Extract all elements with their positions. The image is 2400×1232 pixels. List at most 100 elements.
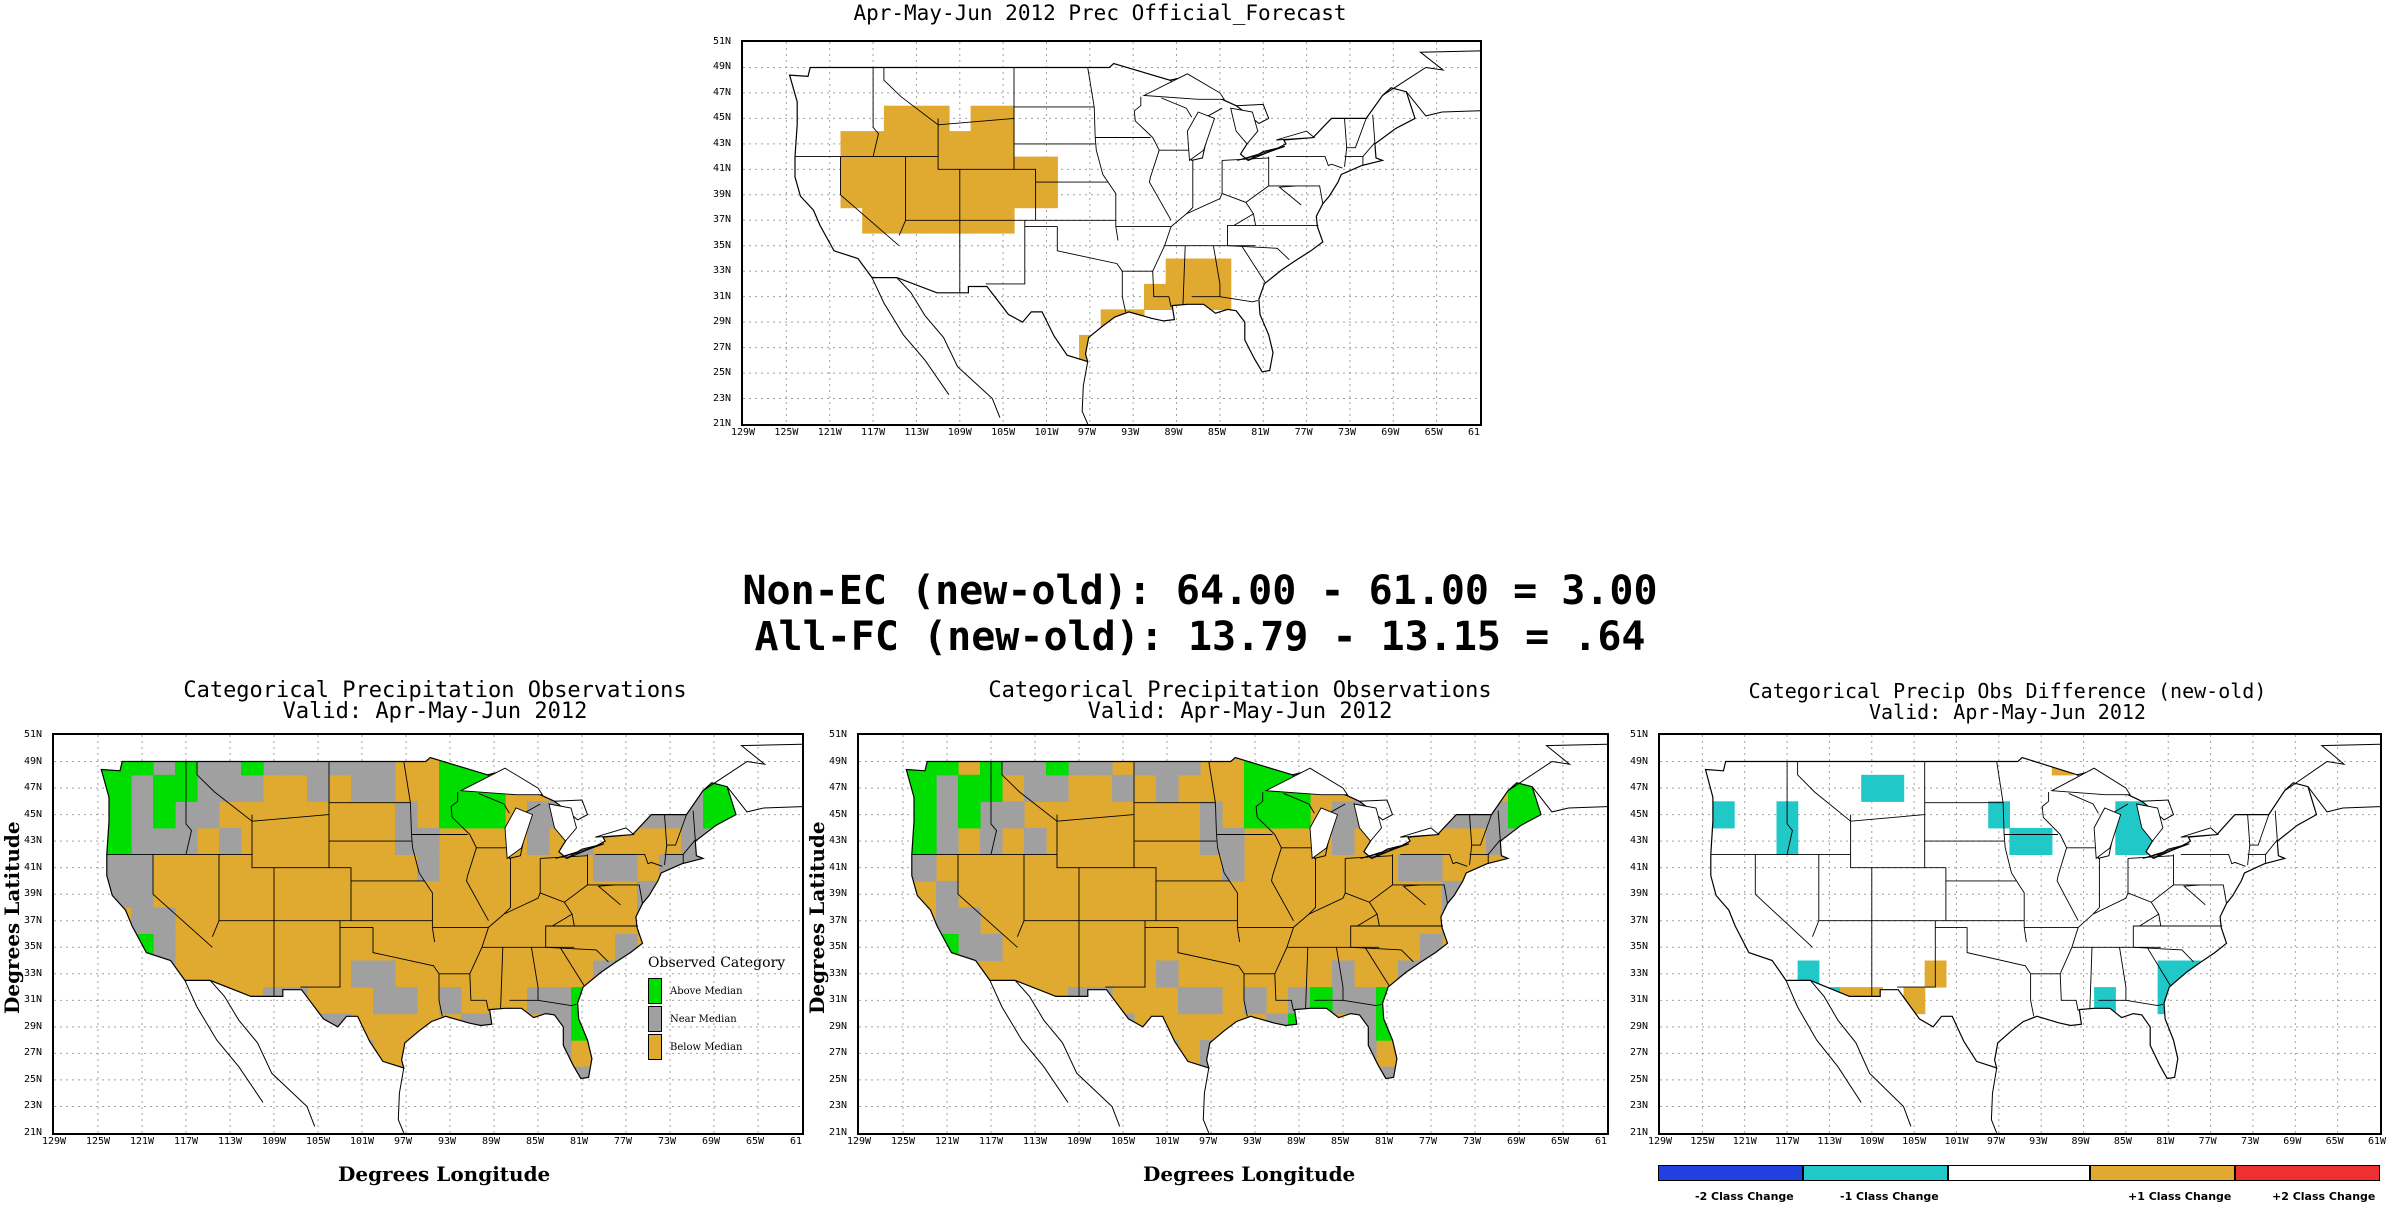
state-boundary: [2024, 926, 2079, 975]
state-boundary: [537, 999, 577, 1007]
state-boundary: [2059, 973, 2079, 1011]
obs-below-cell: [1046, 880, 1069, 908]
obs-middle-frame: [857, 733, 1609, 1135]
great-lake: [1237, 145, 1286, 161]
diff-subtitle: Valid: Apr-May-Jun 2012: [1869, 700, 2146, 724]
obs-below-cell: [1376, 880, 1399, 908]
obs-above-cell: [153, 774, 176, 802]
forecast-below-cell: [948, 131, 972, 158]
obs-below-cell: [1442, 827, 1465, 855]
legend-swatch-near: [648, 1006, 662, 1032]
forecast-below-cell: [905, 105, 928, 132]
obs-below-cell: [1376, 960, 1399, 988]
state-boundary: [872, 67, 879, 157]
obs-below-cell: [439, 907, 462, 935]
obs-below-cell: [1002, 880, 1025, 908]
colorbar-label-minus1: -1 Class Change: [1840, 1190, 1939, 1203]
obs-below-cell: [153, 880, 176, 908]
obs-below-cell: [958, 880, 981, 908]
obs-below-cell: [1266, 960, 1289, 988]
state-boundary: [328, 761, 352, 921]
obs-near-cell: [1354, 987, 1377, 1015]
obs-above-cell: [439, 774, 462, 802]
forecast-below-cell: [862, 182, 885, 209]
state-boundary: [1372, 114, 1376, 143]
lon-tick-label: 97W: [1077, 427, 1096, 438]
obs-below-cell: [593, 880, 616, 908]
forecast-below-cell: [992, 105, 1015, 132]
lon-tick-label: 113W: [1817, 1136, 1842, 1147]
obs-above-cell: [958, 801, 981, 829]
state-boundary: [1191, 245, 1221, 298]
diff-minus1-cell: [2030, 827, 2053, 855]
obs-below-cell: [1310, 907, 1333, 935]
obs-below-cell: [285, 880, 308, 908]
obs-below-cell: [1178, 854, 1201, 882]
obs-below-cell: [483, 880, 506, 908]
lon-tick-label: 73W: [1337, 427, 1356, 438]
lat-tick-label: 47N: [24, 782, 43, 794]
obs-below-cell: [958, 854, 981, 882]
obs-below-cell: [936, 854, 959, 882]
state-boundary: [1797, 761, 1925, 822]
lon-tick-label: 69W: [1507, 1136, 1526, 1147]
lat-tick-label: 41N: [24, 861, 43, 873]
lon-tick-label: 65W: [2325, 1136, 2344, 1147]
obs-below-cell: [197, 880, 220, 908]
state-boundary: [1274, 973, 1294, 1011]
obs-near-cell: [219, 827, 242, 855]
obs-near-cell: [1046, 774, 1069, 802]
great-lake: [459, 767, 544, 796]
diff-colorbar: [1658, 1165, 2380, 1181]
obs-below-cell: [1332, 854, 1355, 882]
obs-below-cell: [549, 960, 572, 988]
state-boundary: [1392, 884, 1448, 904]
obs-below-cell: [1376, 1040, 1399, 1068]
obs-below-cell: [1398, 934, 1421, 962]
obs-near-cell: [1156, 774, 1179, 802]
lon-tick-label: 97W: [1986, 1136, 2005, 1147]
lat-tick-label: 23N: [713, 392, 732, 404]
obs-below-cell: [1134, 801, 1157, 829]
obs-below-cell: [1178, 774, 1201, 802]
state-boundary: [1148, 137, 1172, 221]
stats-block: Non-EC (new-old): 64.00 - 61.00 = 3.00 A…: [0, 568, 2400, 660]
obs-above-cell: [483, 801, 506, 829]
obs-below-cell: [395, 934, 418, 962]
state-boundary: [1115, 226, 1172, 272]
lon-tick-label: 105W: [1902, 1136, 1927, 1147]
lat-tick-label: 37N: [829, 914, 848, 926]
lon-tick-label: 61: [790, 1136, 803, 1147]
forecast-below-cell: [883, 131, 907, 158]
obs-near-cell: [351, 960, 374, 988]
state-boundary: [1754, 854, 1813, 948]
obs-below-cell: [571, 854, 594, 882]
lat-tick-label: 51N: [713, 36, 732, 47]
obs-below-cell: [1090, 774, 1113, 802]
state-boundary: [898, 156, 907, 236]
state-boundary: [2098, 947, 2127, 1001]
obs-left-legend: Observed Category Above Median Near Medi…: [648, 955, 785, 1061]
obs-below-cell: [1266, 934, 1289, 962]
state-boundary: [450, 792, 471, 835]
obs-near-cell: [1398, 854, 1421, 882]
obs-near-cell: [197, 801, 220, 829]
obs-middle-subtitle: Valid: Apr-May-Jun 2012: [1087, 699, 1393, 724]
obs-below-cell: [153, 854, 176, 882]
obs-below-cell: [1222, 774, 1245, 802]
state-boundary: [545, 946, 609, 963]
state-boundary: [1087, 67, 1119, 241]
obs-below-cell: [549, 854, 572, 882]
state-boundary: [1013, 67, 1037, 221]
forecast-below-cell: [1187, 258, 1210, 285]
lon-tick-label: 85W: [526, 1136, 545, 1147]
obs-below-cell: [1376, 907, 1399, 935]
state-boundary: [1177, 927, 1248, 1017]
state-boundary: [2132, 925, 2223, 948]
diff-title: Categorical Precip Obs Difference (new-o…: [1748, 679, 2267, 703]
legend-swatch-above: [648, 978, 662, 1004]
obs-below-cell: [1244, 907, 1267, 935]
state-boundary: [2068, 792, 2099, 814]
state-boundary: [597, 884, 621, 906]
forecast-below-cell: [883, 105, 907, 132]
